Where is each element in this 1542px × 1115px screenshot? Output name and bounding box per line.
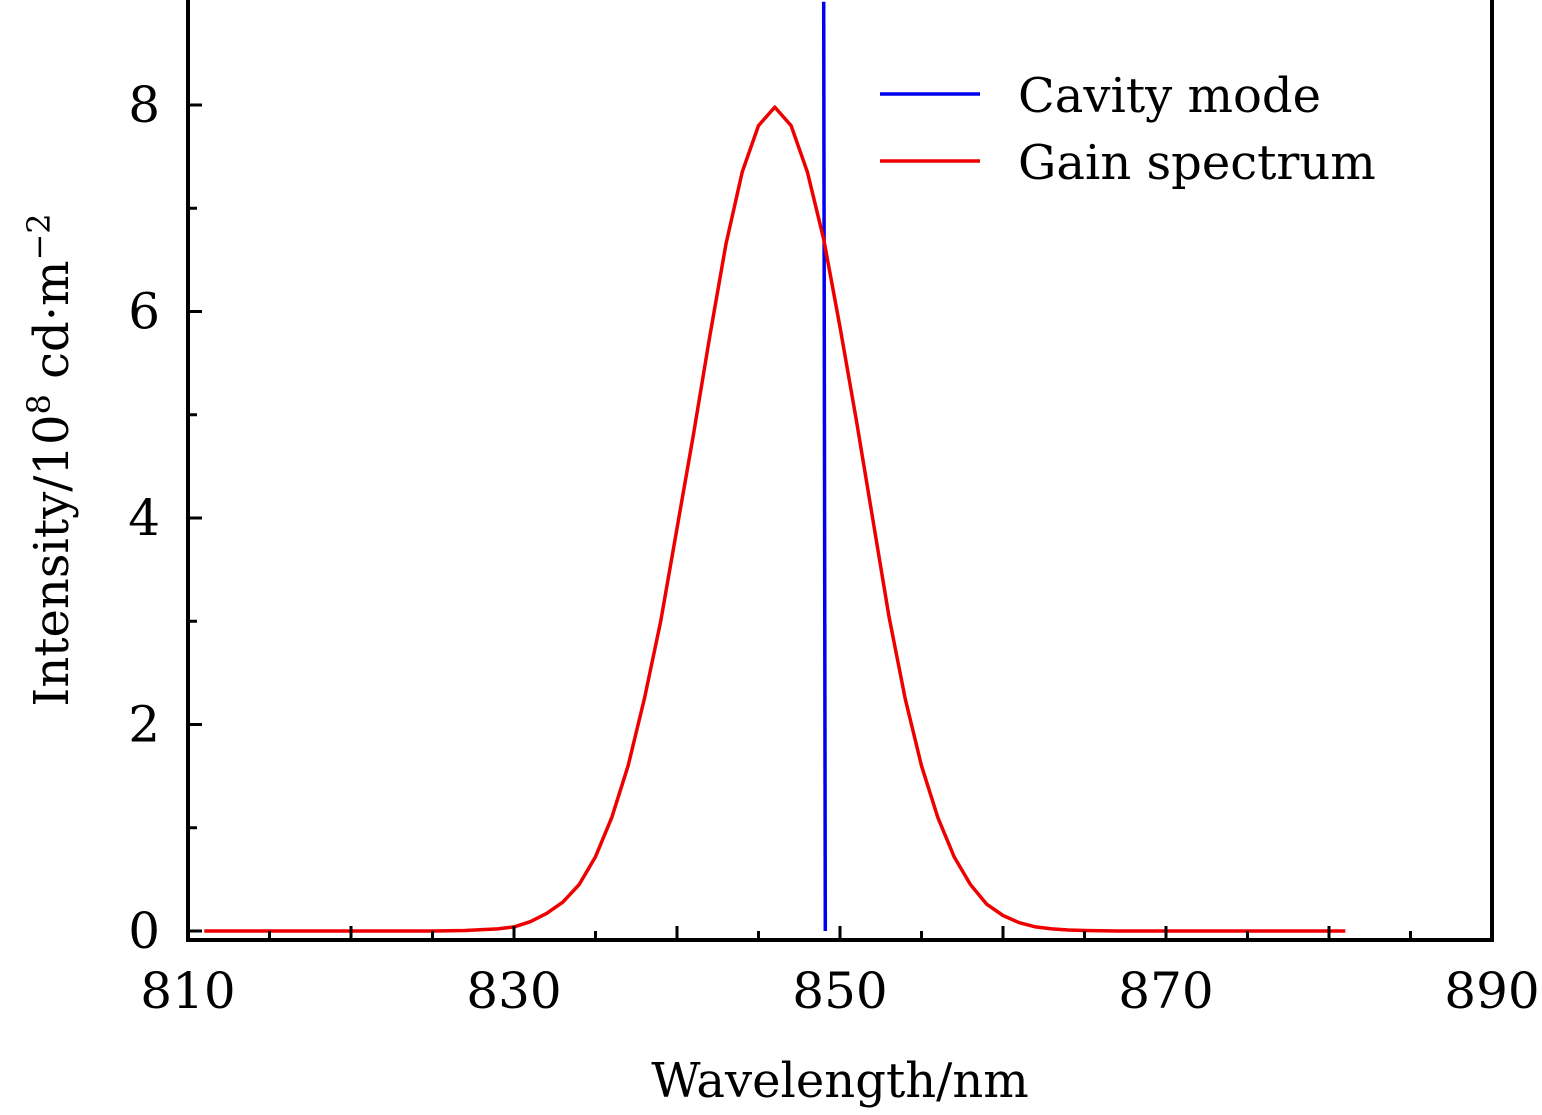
x-tick-label: 890 [1444, 962, 1539, 1020]
legend-label-gain-spectrum: Gain spectrum [1018, 135, 1376, 191]
x-tick-label: 850 [792, 962, 887, 1020]
x-axis-label: Wavelength/nm [651, 1053, 1029, 1109]
y-axis-label-exponent: 8 [20, 394, 58, 414]
series-layer [204, 1, 1346, 933]
legend: Cavity mode Gain spectrum [880, 68, 1376, 191]
y-axis-label: Intensity/108 cd·m−2 [20, 213, 80, 706]
ticks-layer [186, 103, 1494, 940]
y-tick-label: 0 [128, 902, 160, 960]
y-axis-label-unit-exponent: −2 [20, 213, 58, 260]
y-tick-label: 8 [128, 76, 160, 134]
legend-label-cavity-mode: Cavity mode [1018, 68, 1321, 124]
y-axis-label-unit: cd·m [24, 261, 80, 395]
y-tick-label: 2 [128, 696, 160, 754]
x-tick-label: 870 [1118, 962, 1213, 1020]
y-tick-label: 6 [128, 283, 160, 341]
series-line-gain-spectrum [204, 105, 1346, 933]
y-tick-label: 4 [128, 489, 160, 547]
x-tick-label: 810 [140, 962, 235, 1020]
y-axis-label-prefix: Intensity/10 [24, 415, 80, 707]
tick-labels-layer: 810 830 850 870 890 0 2 4 6 8 [128, 76, 1540, 1020]
x-tick-label: 830 [466, 962, 561, 1020]
series-line-cavity-mode [821, 1, 828, 932]
